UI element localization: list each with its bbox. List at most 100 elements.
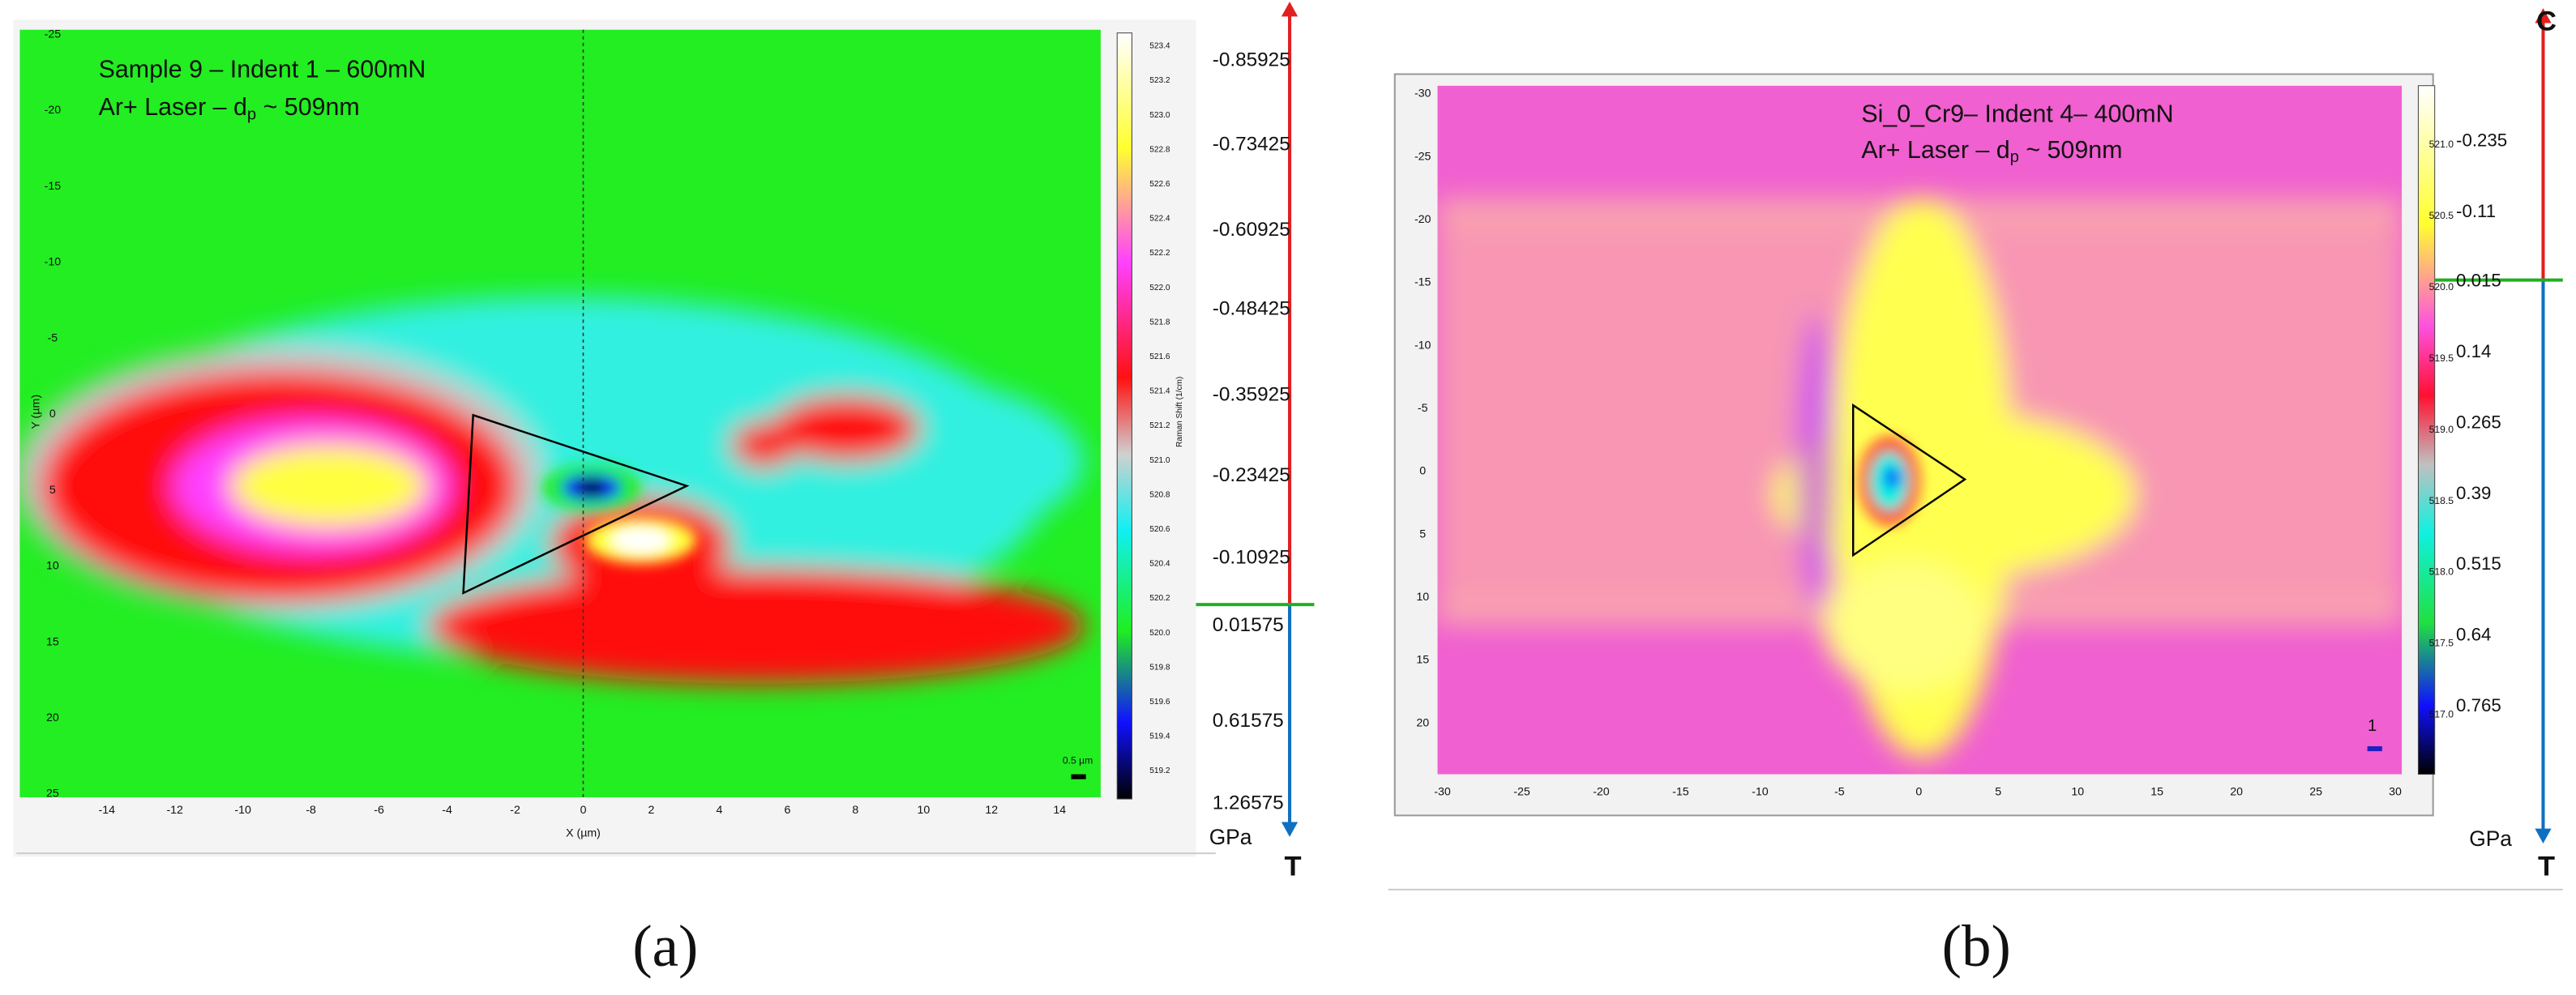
colorbar-tick-label: 522.0 xyxy=(1149,284,1170,293)
y-tick-label: -25 xyxy=(45,28,62,41)
panel-title: Sample 9 – Indent 1 – 600mN xyxy=(99,55,426,83)
stress-tick-label: 0.515 xyxy=(2456,553,2501,574)
x-tick-label: 4 xyxy=(717,804,723,817)
colorbar-tick-label: 520.0 xyxy=(2429,281,2454,293)
y-tick-label: -5 xyxy=(48,331,58,344)
x-tick-label: -10 xyxy=(1752,786,1769,799)
arrow-head xyxy=(1281,2,1299,17)
stress-tick-label: 0.265 xyxy=(2456,412,2501,432)
y-tick-label: 20 xyxy=(1416,716,1429,729)
colorbar-tick-label: 517.0 xyxy=(2429,709,2454,720)
x-tick-label: -14 xyxy=(98,804,115,817)
subtitle-text: ~ 509nm xyxy=(256,93,360,121)
colorbar-tick-label: 521.0 xyxy=(1149,456,1170,465)
stress-tick-label: 1.26575 xyxy=(1213,792,1284,814)
arrow-head xyxy=(2535,8,2552,23)
y-tick-label: -30 xyxy=(1414,88,1431,100)
colorbar-tick-label: 517.5 xyxy=(2429,638,2454,649)
y-tick-label: -5 xyxy=(1418,402,1428,415)
x-tick-label: -8 xyxy=(306,804,316,817)
x-tick-label: -2 xyxy=(510,804,520,817)
colorbar-tick-label: 522.2 xyxy=(1149,249,1170,258)
colorbar-tick-label: 519.0 xyxy=(2429,424,2454,435)
panel-caption: (b) xyxy=(1942,913,2011,979)
subtitle-subscript: p xyxy=(2010,149,2019,167)
panel-subtitle: Ar+ Laser – dp ~ 509nm xyxy=(99,93,360,123)
heatmap xyxy=(1437,85,2403,775)
heatmap xyxy=(19,29,1101,798)
colorbar-tick-label: 521.2 xyxy=(1149,421,1170,430)
stress-tick-label: 0.765 xyxy=(2456,695,2501,715)
x-tick-label: 12 xyxy=(985,804,998,817)
subtitle-subscript: p xyxy=(247,106,256,124)
colorbar xyxy=(2417,85,2436,775)
x-tick-label: 25 xyxy=(2309,786,2322,799)
scale-bar-label: 1 xyxy=(2368,717,2377,735)
y-tick-label: -10 xyxy=(45,256,62,269)
x-tick-label: -10 xyxy=(234,804,251,817)
x-tick-label: 5 xyxy=(1995,786,2001,799)
y-tick-label: 20 xyxy=(46,711,59,724)
colorbar-tick-label: 520.5 xyxy=(2429,210,2454,221)
y-tick-label: 25 xyxy=(46,788,59,801)
x-tick-label: -30 xyxy=(1434,786,1451,799)
arrow-head xyxy=(1281,822,1299,837)
colorbar-tick-label: 521.6 xyxy=(1149,352,1170,361)
colorbar-tick-label: 518.5 xyxy=(2429,495,2454,506)
x-tick-label: 10 xyxy=(917,804,930,817)
x-tick-label: -6 xyxy=(374,804,384,817)
y-tick-label: -10 xyxy=(1414,339,1431,352)
stress-tick-label: 0.01575 xyxy=(1213,614,1284,636)
y-tick-label: -15 xyxy=(45,180,62,193)
colorbar-label: Raman Shift (1/cm) xyxy=(1175,377,1184,447)
arrow-head xyxy=(2535,828,2552,843)
colorbar-tick-label: 520.4 xyxy=(1149,560,1170,569)
x-tick-label: 30 xyxy=(2389,786,2402,799)
colorbar-tick-label: 521.4 xyxy=(1149,387,1170,396)
x-tick-label: 20 xyxy=(2230,786,2243,799)
colorbar-tick-label: 521.0 xyxy=(2429,139,2454,150)
y-tick-label: 0 xyxy=(1419,465,1426,478)
tension-label: T xyxy=(1285,852,1302,882)
colorbar-tick-label: 522.8 xyxy=(1149,145,1170,154)
colorbar-tick-label: 523.0 xyxy=(1149,111,1170,120)
y-tick-label: -20 xyxy=(45,104,62,117)
compression-label: C xyxy=(2536,6,2557,37)
x-axis-label: X (µm) xyxy=(566,826,601,839)
x-tick-label: -4 xyxy=(442,804,452,817)
colorbar-tick-label: 522.4 xyxy=(1149,215,1170,224)
y-tick-label: 15 xyxy=(1416,654,1429,667)
colorbar-tick-label: 520.8 xyxy=(1149,490,1170,499)
colorbar-tick-label: 518.0 xyxy=(2429,566,2454,578)
stress-tick-label: 0.14 xyxy=(2456,341,2491,361)
subtitle-text: Ar+ Laser – d xyxy=(1861,136,2009,164)
x-tick-label: -15 xyxy=(1672,786,1689,799)
colorbar-tick-label: 523.2 xyxy=(1149,76,1170,85)
colorbar-tick-label: 520.0 xyxy=(1149,629,1170,638)
y-tick-label: 5 xyxy=(1419,527,1426,540)
colorbar-tick-label: 519.6 xyxy=(1149,698,1170,707)
x-tick-label: 14 xyxy=(1053,804,1066,817)
stress-tick-label: -0.60925 xyxy=(1213,219,1290,241)
x-tick-label: -5 xyxy=(1834,786,1845,799)
y-tick-label: 5 xyxy=(49,484,56,497)
colorbar-tick-label: 519.5 xyxy=(2429,352,2454,364)
y-tick-label: 15 xyxy=(46,635,59,648)
x-tick-label: 15 xyxy=(2150,786,2163,799)
y-tick-label: -15 xyxy=(1414,276,1431,289)
stress-tick-label: 0.64 xyxy=(2456,625,2491,645)
scale-bar-label: 0.5 µm xyxy=(1063,755,1093,767)
colorbar-tick-label: 521.8 xyxy=(1149,318,1170,327)
colorbar-tick-label: 520.2 xyxy=(1149,594,1170,603)
x-tick-label: -20 xyxy=(1593,786,1610,799)
colorbar-tick-label: 522.6 xyxy=(1149,180,1170,189)
x-tick-label: 6 xyxy=(784,804,790,817)
stress-tick-label: 0.61575 xyxy=(1213,710,1284,732)
x-tick-label: -25 xyxy=(1513,786,1530,799)
y-axis-label: Y (µm) xyxy=(29,395,42,429)
stress-tick-label: 0.015 xyxy=(2456,271,2501,291)
stress-unit: GPa xyxy=(2469,826,2512,851)
panel-subtitle: Ar+ Laser – dp ~ 509nm xyxy=(1861,136,2122,166)
y-tick-label: -20 xyxy=(1414,213,1431,226)
